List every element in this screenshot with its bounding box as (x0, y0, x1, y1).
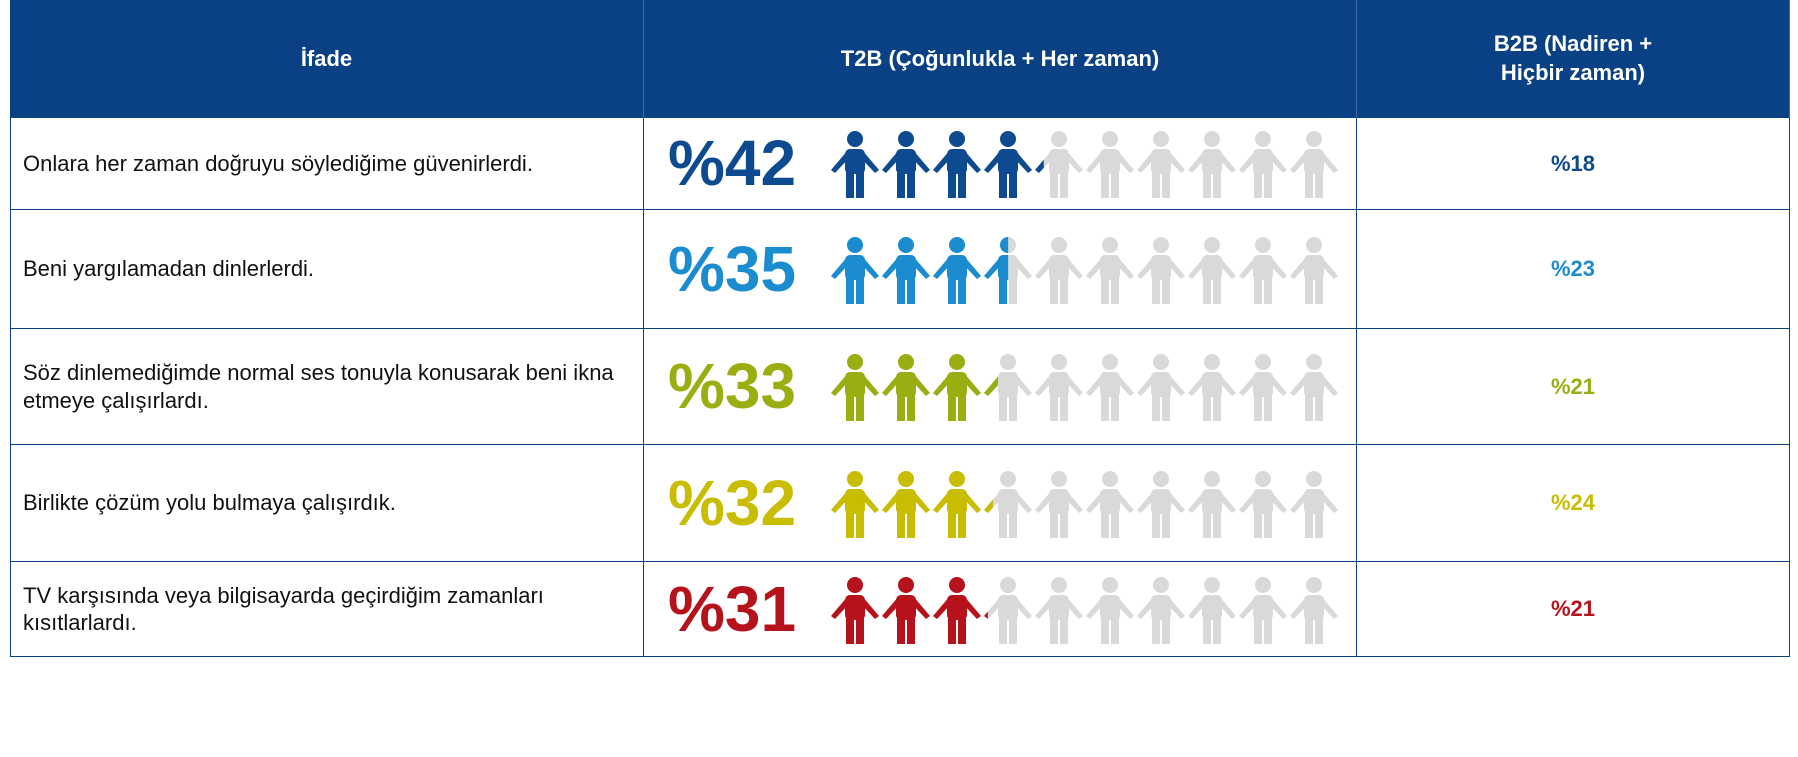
t2b-cell (644, 562, 1357, 657)
b2b-cell: %18 (1357, 118, 1790, 210)
statement-cell: Birlikte çözüm yolu bulmaya çalışırdık. (10, 445, 644, 562)
t2b-label: %32 (668, 466, 797, 539)
b2b-cell: %21 (1357, 562, 1790, 657)
statement-text: Onlara her zaman doğruyu söylediğime güv… (23, 150, 533, 176)
statement-cell: Onlara her zaman doğruyu söylediğime güv… (10, 118, 644, 210)
header-cell: B2B (Nadiren + Hiçbir zaman) (1357, 0, 1790, 118)
b2b-label: %21 (1550, 596, 1596, 621)
t2b-label: %33 (668, 350, 797, 422)
header-text: B2B (Nadiren + Hiçbir zaman) (1493, 31, 1653, 85)
pictograph (831, 576, 1338, 644)
b2b-label: %21 (1550, 373, 1596, 399)
b2b-label: %18 (1550, 150, 1596, 176)
statement-cell: Söz dinlemediğimde normal ses tonuyla ko… (10, 329, 644, 445)
pictograph (831, 354, 1338, 421)
t2b-label: %42 (668, 127, 797, 199)
header-cell: T2B (Çoğunlukla + Her zaman) (644, 0, 1357, 118)
icons-filled (831, 470, 993, 538)
b2b-label: %24 (1550, 490, 1596, 515)
icons-filled (831, 576, 988, 644)
t2b-cell (644, 210, 1357, 329)
statement-text: Söz dinlemediğimde normal ses tonuyla ko… (23, 360, 614, 413)
t2b-cell (644, 329, 1357, 445)
b2b-label: %23 (1550, 256, 1596, 281)
t2b-label: %35 (668, 232, 797, 305)
icons-filled (831, 354, 998, 421)
icons-filled (831, 236, 1009, 304)
header-text: T2B (Çoğunlukla + Her zaman) (840, 46, 1160, 71)
header-cell: İfade (10, 0, 644, 118)
t2b-cell (644, 445, 1357, 562)
t2b-label: %31 (668, 572, 797, 645)
statement-text: Birlikte çözüm yolu bulmaya çalışırdık. (23, 490, 396, 516)
statement-text: Beni yargılamadan dinlerlerdi. (23, 256, 315, 282)
pictograph (831, 470, 1338, 538)
pictograph (831, 236, 1338, 304)
statement-cell: TV karşısında veya bilgisayarda geçirdiğ… (10, 562, 644, 657)
statement-text: TV karşısında veya bilgisayarda geçirdiğ… (23, 582, 544, 636)
statement-cell: Beni yargılamadan dinlerlerdi. (10, 210, 644, 329)
b2b-cell: %23 (1357, 210, 1790, 329)
icons-filled (831, 131, 1044, 198)
header-text: İfade (300, 46, 353, 71)
b2b-cell: %24 (1357, 445, 1790, 562)
b2b-cell: %21 (1357, 329, 1790, 445)
pictograph (831, 131, 1338, 198)
t2b-cell (644, 118, 1357, 210)
